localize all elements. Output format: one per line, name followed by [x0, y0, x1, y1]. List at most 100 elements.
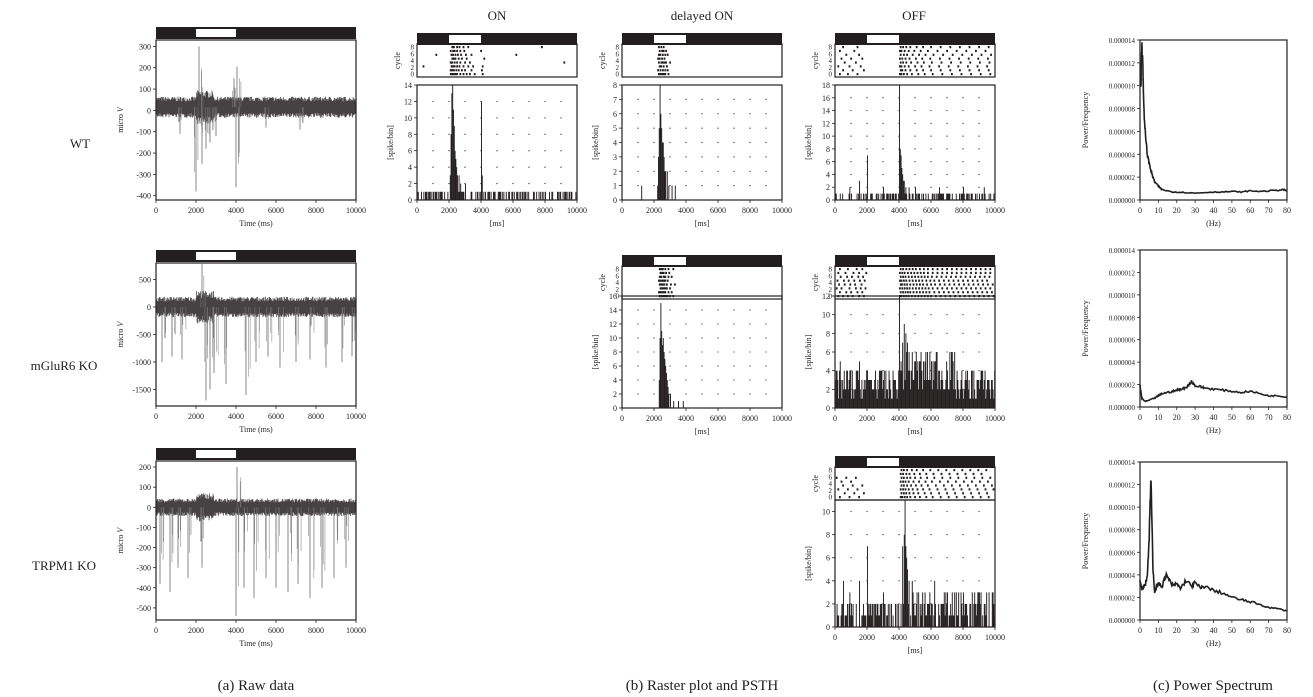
power-wt-panel: 0 10 20 30 40 50 60 70 800.0000000.0000020.00000…: [1081, 37, 1291, 228]
psth-mglur6-off-xaxis-tick-label: 6000: [923, 414, 939, 423]
raster-mglur6-delayed-spike-dot: [672, 268, 675, 271]
raster-mglur6-delayed-spike-dot: [674, 283, 676, 286]
raster-mglur6-off-spike-dot: [862, 275, 864, 278]
raster-trpm1-off-spike-dot: [939, 496, 942, 499]
power-trpm1-yaxis-tick-label: 0.000014: [1109, 459, 1136, 467]
psth-mglur6-delayed-grid-dot: [749, 393, 751, 395]
raster-wt-off-spike-dot: [971, 53, 973, 56]
psth-wt-off-bar: [876, 193, 878, 200]
psth-wt-off-yaxis-tick-label: 6: [826, 158, 830, 167]
raster-wt-delayed-spike-dot: [660, 46, 663, 49]
raster-mglur6-off-spike-dot: [969, 275, 972, 278]
psth-trpm1-off-xaxis-tick-label: 2000: [859, 633, 875, 642]
psth-mglur6-off-bar: [848, 380, 850, 408]
raster-mglur6-off-spike-dot: [979, 268, 982, 271]
raster-wt-delayed-spike-dot: [669, 61, 671, 64]
raster-trpm1-off-stimulus-on: [867, 458, 899, 466]
psth-mglur6-off-bar: [866, 370, 868, 408]
raster-wt-off-spike-dot: [842, 69, 844, 72]
psth-mglur6-delayed-xlabel: [ms]: [695, 427, 710, 436]
psth-wt-off-bar: [941, 193, 943, 200]
raw-wt-yaxis-tick-label: 100: [139, 85, 151, 94]
psth-mglur6-delayed-yaxis-tick-label: 12: [609, 320, 617, 329]
psth-mglur6-off-xaxis-tick-label: 4000: [891, 414, 907, 423]
raster-mglur6-off-spike-dot: [902, 291, 904, 294]
raster-wt-off-spike-dot: [990, 53, 992, 56]
psth-trpm1-off-bar: [879, 615, 880, 627]
psth-mglur6-delayed-xaxis-tick-label: 10000: [772, 414, 792, 423]
psth-mglur6-off-bar: [914, 361, 916, 408]
psth-trpm1-off-bar: [904, 500, 906, 627]
psth-mglur6-off-bar: [935, 361, 936, 408]
psth-wt-delayed-grid-dot: [637, 156, 639, 158]
psth-wt-on-bar: [457, 175, 458, 200]
raster-trpm1-off-spike-dot: [917, 492, 920, 495]
psth-mglur6-off-bar: [891, 398, 893, 408]
psth-wt-delayed-grid-dot: [685, 127, 687, 129]
psth-trpm1-off-bar: [864, 615, 866, 627]
raster-wt-on-spike-dot: [461, 57, 463, 60]
psth-mglur6-off-bar: [992, 389, 994, 408]
psth-wt-off-bar: [963, 193, 965, 200]
raster-trpm1-off-spike-dot: [928, 488, 931, 491]
psth-mglur6-off-bar: [942, 380, 944, 408]
raw-trpm1-stimulus-on: [196, 450, 236, 458]
psth-wt-delayed-grid-dot: [717, 170, 719, 172]
raster-trpm1-off-spike-dot: [991, 484, 993, 487]
psth-wt-on-bar: [520, 191, 522, 200]
raster-trpm1-off-frame: [834, 466, 996, 501]
psth-wt-on-bar: [525, 191, 526, 200]
psth-mglur6-off-bar: [851, 370, 853, 408]
raster-mglur6-delayed-frame: [621, 265, 783, 300]
psth-trpm1-off-bar: [927, 603, 929, 627]
psth-mglur6-off-bar: [933, 380, 935, 408]
psth-mglur6-off-bar: [871, 389, 873, 408]
power-trpm1-ylabel: Power/Frequency: [1081, 513, 1090, 569]
psth-wt-on-bar: [497, 191, 499, 200]
raster-wt-on-spike-dot: [456, 73, 458, 76]
raster-mglur6-off-spike-dot: [971, 291, 974, 294]
psth-wt-delayed-grid-dot: [669, 141, 671, 144]
raw-mglur6-yaxis-tick-label: -1500: [132, 386, 151, 395]
psth-wt-on-grid-dot: [560, 133, 562, 135]
raster-mglur6-off-spike-dot: [855, 287, 857, 290]
raster-wt-off-spike-dot: [942, 53, 944, 56]
psth-wt-delayed-grid-dot: [685, 156, 687, 158]
raster-wt-off-spike-dot: [913, 49, 916, 53]
psth-wt-off-bar: [938, 193, 940, 200]
psth-wt-on-bar: [575, 191, 577, 200]
raster-trpm1-off-spike-dot: [975, 484, 977, 487]
psth-trpm1-off-grid-dot: [850, 534, 852, 536]
psth-mglur6-off-bar: [875, 389, 877, 408]
psth-wt-on-bar: [513, 191, 515, 200]
raster-wt-off-spike-dot: [939, 57, 941, 60]
psth-wt-off-bar: [981, 193, 983, 200]
psth-mglur6-off-bar: [922, 389, 924, 408]
raw-wt-stimulus-on: [196, 29, 236, 37]
raster-mglur6-off-spike-dot: [931, 271, 934, 275]
psth-trpm1-off-bar: [869, 603, 871, 627]
raster-mglur6-off-spike-dot: [850, 291, 852, 294]
psth-trpm1-off-yaxis-tick-label: 8: [826, 531, 830, 540]
psth-wt-delayed-grid-dot: [749, 170, 751, 172]
psth-mglur6-delayed-grid-dot: [637, 351, 639, 353]
psth-wt-on-grid-dot: [496, 117, 498, 119]
raster-mglur6-delayed-spike-dot: [662, 287, 665, 290]
psth-trpm1-off-bar: [951, 615, 952, 627]
raster-wt-off-spike-dot: [917, 73, 920, 76]
psth-trpm1-off-bar: [938, 603, 940, 627]
psth-trpm1-off-bar: [912, 592, 914, 627]
psth-mglur6-off-bar: [950, 380, 952, 408]
psth-wt-off-grid-dot: [962, 109, 964, 112]
psth-wt-on-grid-dot: [560, 166, 562, 168]
psth-wt-off-yaxis-tick-label: 18: [822, 81, 830, 90]
power-mglur6-xaxis-tick-label: 30: [1191, 413, 1199, 422]
raster-wt-off-ytick-label: 8: [829, 44, 833, 52]
psth-wt-on-bar: [571, 191, 573, 200]
raster-trpm1-off-spike-dot: [971, 480, 973, 483]
psth-wt-delayed-grid-dot: [653, 113, 655, 115]
raster-wt-delayed-spike-dot: [658, 57, 661, 60]
psth-mglur6-off-xaxis-tick-label: 8000: [955, 414, 971, 423]
power-mglur6-yaxis-tick-label: 0.000014: [1109, 247, 1136, 255]
raster-trpm1-off-spike-dot: [947, 480, 949, 483]
